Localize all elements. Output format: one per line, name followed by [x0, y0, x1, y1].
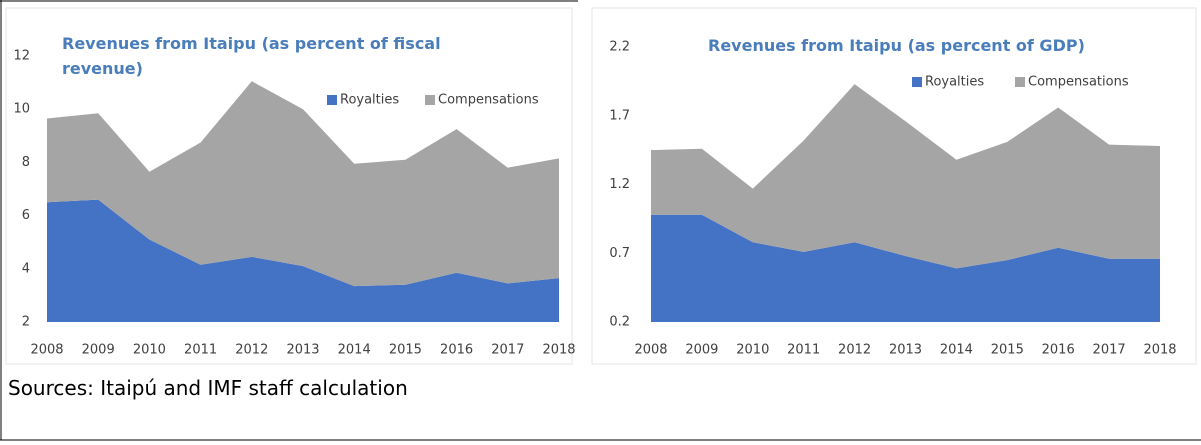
x-tick-label: 2011 [184, 343, 217, 358]
legend-label: Royalties [340, 93, 399, 108]
x-tick-label: 2014 [940, 343, 973, 358]
y-tick-label: 1.7 [609, 108, 630, 123]
y-tick-label: 0.7 [609, 246, 630, 261]
y-tick-label: 1.2 [609, 177, 630, 192]
x-tick-label: 2014 [338, 343, 371, 358]
legend-swatch [425, 95, 435, 105]
legend-swatch [912, 77, 922, 87]
chart-frame [5, 7, 573, 365]
legend-swatch [327, 95, 337, 105]
x-tick-label: 2008 [30, 343, 63, 358]
x-tick-label: 2016 [1042, 343, 1075, 358]
x-tick-label: 2010 [736, 343, 769, 358]
chart-frame [591, 7, 1197, 365]
x-tick-label: 2018 [542, 343, 575, 358]
x-tick-label: 2009 [685, 343, 718, 358]
y-tick-label: 0.2 [609, 315, 630, 330]
x-tick-label: 2016 [440, 343, 473, 358]
source-note: Sources: Itaipú and IMF staff calculatio… [8, 376, 408, 400]
y-tick-label: 2 [22, 315, 30, 330]
x-tick-label: 2015 [991, 343, 1024, 358]
legend-label: Royalties [925, 75, 984, 90]
x-tick-label: 2010 [133, 343, 166, 358]
area [47, 199, 559, 322]
x-tick-label: 2013 [889, 343, 922, 358]
chart-title: Revenues from Itaipu (as percent of fisc… [62, 34, 441, 78]
y-tick-label: 6 [22, 208, 30, 223]
x-tick-label: 2017 [491, 343, 524, 358]
x-tick-label: 2008 [634, 343, 667, 358]
legend-label: Compensations [1028, 75, 1129, 90]
x-tick-label: 2009 [82, 343, 115, 358]
x-tick-label: 2012 [235, 343, 268, 358]
chart-title: Revenues from Itaipu (as percent of GDP) [708, 36, 1085, 55]
y-tick-label: 4 [22, 261, 30, 276]
y-tick-label: 12 [13, 49, 30, 64]
area [651, 214, 1160, 322]
area [47, 81, 559, 287]
legend-label: Compensations [438, 93, 539, 108]
y-tick-label: 2.2 [609, 40, 630, 55]
area [651, 84, 1160, 269]
x-tick-label: 2011 [787, 343, 820, 358]
x-tick-label: 2017 [1093, 343, 1126, 358]
legend-swatch [1015, 77, 1025, 87]
x-tick-label: 2015 [389, 343, 422, 358]
x-tick-label: 2018 [1143, 343, 1176, 358]
x-tick-label: 2013 [286, 343, 319, 358]
y-tick-label: 10 [13, 102, 30, 117]
x-tick-label: 2012 [838, 343, 871, 358]
y-tick-label: 8 [22, 155, 30, 170]
